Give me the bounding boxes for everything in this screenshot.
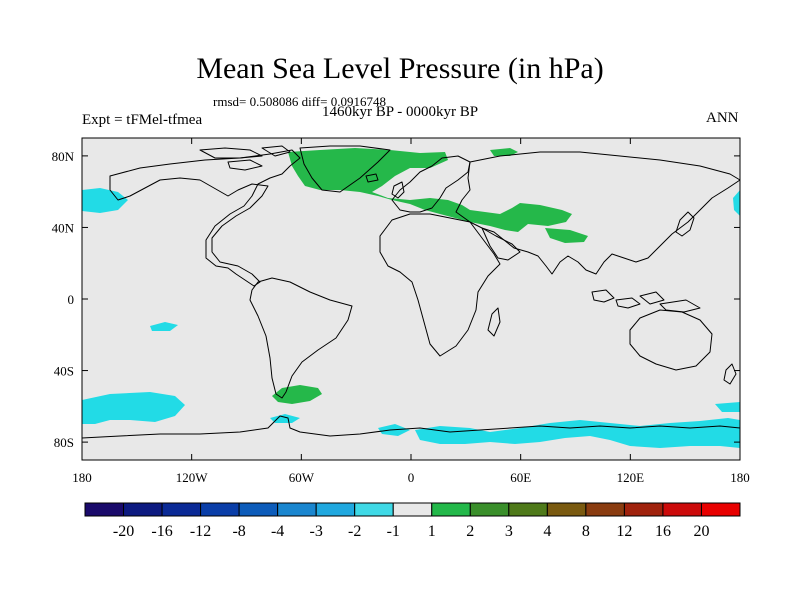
coastline-antarctica (81, 415, 741, 439)
page-title: Mean Sea Level Pressure (in hPa) (196, 52, 604, 85)
colorbar-label: -2 (348, 523, 361, 540)
lon-label: 120W (176, 470, 209, 485)
negative-anomaly-south-pacific (150, 322, 178, 331)
coastline-asia (455, 151, 741, 275)
positive-anomaly-greenland-europe (288, 148, 572, 232)
colorbar-swatch (623, 502, 664, 517)
colorbar-swatch (700, 502, 741, 517)
colorbar-swatch (585, 502, 625, 517)
colorbar-label: 2 (466, 523, 474, 540)
colorbar (84, 502, 741, 517)
negative-anomaly-southern-ocean-east (715, 402, 740, 412)
stats-text: rmsd= 0.508086 diff= 0.0916748 (213, 94, 386, 109)
colorbar-label: 16 (655, 523, 671, 540)
positive-anomaly-north-pole (490, 148, 518, 156)
lon-label: 0 (408, 470, 415, 485)
colorbar-swatch (392, 502, 433, 517)
coastline-new-zealand (723, 363, 737, 385)
colorbar-label: -16 (151, 523, 172, 540)
anomaly-fields (82, 148, 740, 448)
lon-label: 60E (510, 470, 531, 485)
colorbar-swatch (354, 502, 394, 517)
colorbar-label: -20 (113, 523, 134, 540)
experiment-label: Expt = tFMel-tfmea (82, 112, 203, 128)
colorbar-labels: -20 -16 -12 -8 -4 -3 -2 -1 1 2 3 4 8 12 16 20 (113, 523, 710, 540)
colorbar-swatch (546, 502, 587, 517)
map-plot-area (82, 138, 740, 460)
coastline-arctic-islands (199, 145, 291, 171)
colorbar-swatch (123, 502, 163, 517)
colorbar-label: -12 (190, 523, 211, 540)
lon-label: 120E (617, 470, 645, 485)
coastline-japan (675, 211, 695, 237)
colorbar-swatch (277, 502, 317, 517)
lat-label: 0 (68, 292, 75, 307)
colorbar-swatch (238, 502, 279, 517)
colorbar-label: -4 (271, 523, 284, 540)
coastlines (81, 145, 741, 439)
lat-label: 80S (54, 435, 74, 450)
colorbar-label: 8 (582, 523, 590, 540)
colorbar-swatch (84, 502, 125, 517)
colorbar-label: -8 (232, 523, 245, 540)
colorbar-label: 20 (693, 523, 709, 540)
negative-anomaly-southern-ocean-west (82, 392, 185, 424)
coastline-madagascar (487, 307, 501, 337)
negative-anomaly-antarctic-peninsula (270, 414, 300, 423)
lat-label: 40S (54, 364, 74, 379)
period-label: 1460kyr BP - 0000kyr BP (322, 104, 479, 120)
colorbar-swatch (200, 502, 240, 517)
colorbar-label: 12 (616, 523, 632, 540)
lon-label: 180 (730, 470, 750, 485)
axis-labels: 80N 40N 0 40S 80S 180 120W 60W 0 60E 120E 180 (52, 149, 750, 485)
axis-ticks (81, 138, 741, 460)
negative-anomaly-north-pacific-west (82, 188, 128, 213)
coastline-indonesia (591, 289, 701, 313)
coastline-greenland (299, 145, 391, 193)
positive-anomaly-tibet (545, 228, 588, 243)
negative-anomaly-antarctic-east (415, 418, 740, 448)
season-label: ANN (706, 110, 739, 126)
coastline-europe (391, 155, 471, 213)
coastline-south-america (249, 277, 353, 399)
coastline-british-isles (365, 173, 405, 199)
colorbar-swatch (431, 502, 471, 517)
coastline-africa (379, 213, 501, 357)
lat-label: 40N (52, 220, 75, 235)
colorbar-swatch (315, 502, 356, 517)
colorbar-swatch (161, 502, 202, 517)
positive-anomaly-south-america (272, 385, 322, 404)
colorbar-label: -3 (310, 523, 323, 540)
lon-label: 60W (289, 470, 315, 485)
lon-label: 180 (72, 470, 92, 485)
lat-label: 80N (52, 149, 75, 164)
colorbar-label: 1 (428, 523, 436, 540)
colorbar-label: -1 (387, 523, 400, 540)
coastline-australia (629, 309, 713, 371)
negative-anomaly-north-pacific-east (733, 190, 740, 216)
colorbar-swatch (508, 502, 548, 517)
coastline-arabia (481, 227, 521, 261)
colorbar-swatch (469, 502, 510, 517)
colorbar-label: 4 (543, 523, 551, 540)
colorbar-swatch (662, 502, 702, 517)
colorbar-label: 3 (505, 523, 513, 540)
